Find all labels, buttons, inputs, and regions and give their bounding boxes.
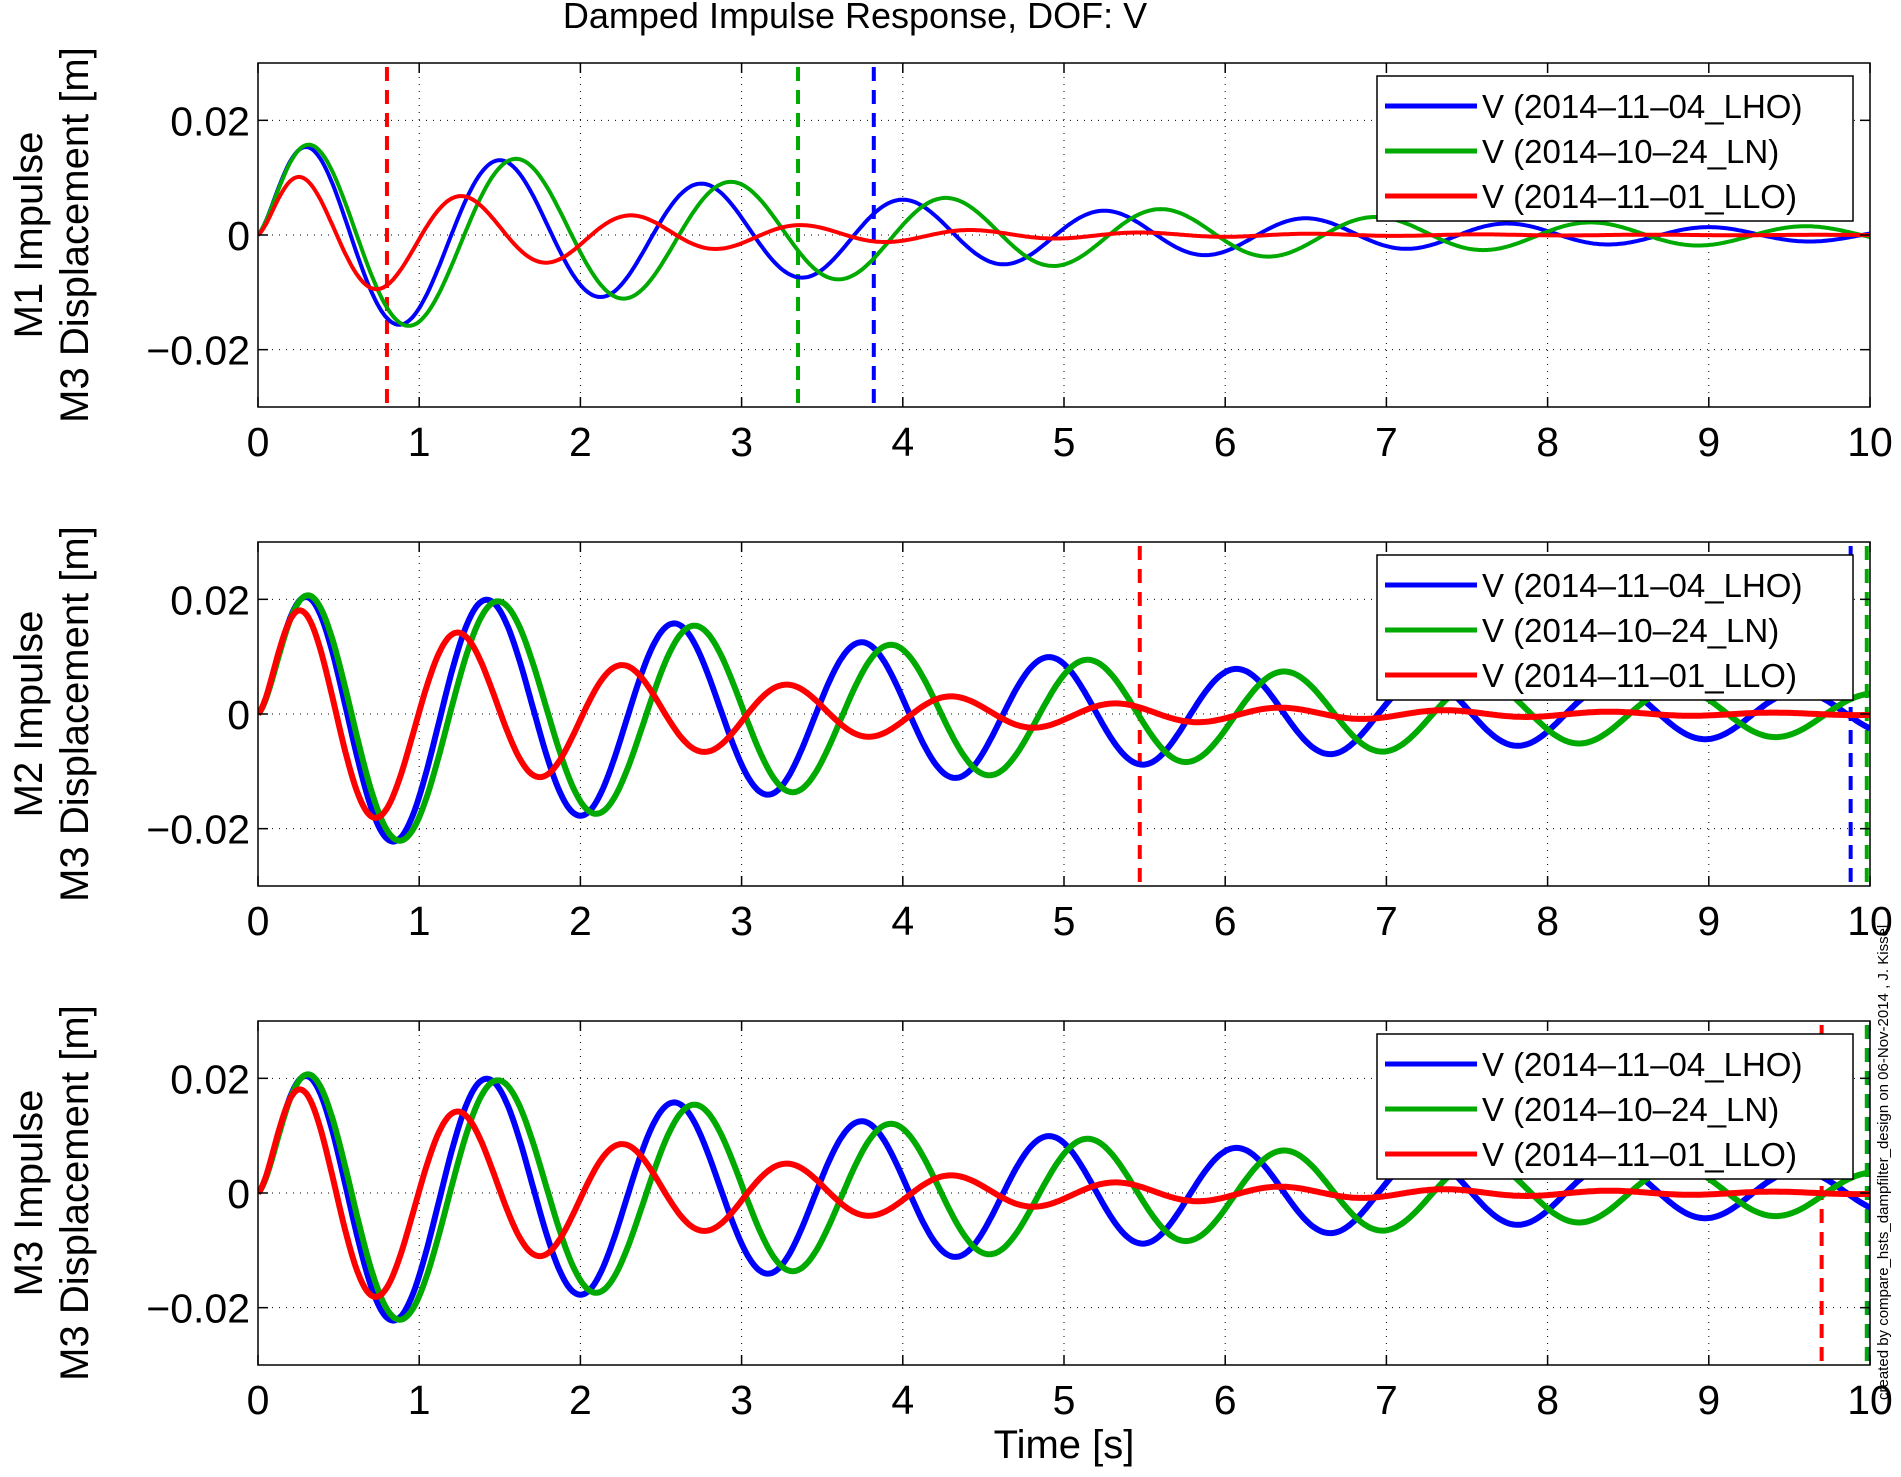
y-tick-label: 0 — [227, 692, 250, 738]
y-tick-label: 0.02 — [170, 1056, 250, 1102]
legend-label: V (2014–11–04_LHO) — [1482, 567, 1802, 604]
x-tick-label: 3 — [730, 419, 753, 465]
series-line-2 — [258, 142, 1870, 328]
series-line-3 — [258, 1086, 1870, 1300]
legend: V (2014–11–04_LHO) V (2014–10–24_LN) V (20… — [1376, 1033, 1854, 1180]
x-tick-label: 6 — [1214, 898, 1237, 944]
legend-label: V (2014–11–01_LLO) — [1482, 657, 1797, 694]
legend-label: V (2014–10–24_LN) — [1482, 133, 1779, 170]
x-tick-label: 9 — [1697, 419, 1720, 465]
x-tick-label: 8 — [1536, 419, 1559, 465]
x-tick-label: 10 — [1847, 898, 1893, 944]
x-tick-label: 1 — [408, 898, 431, 944]
plot-panel-2: 0 1 2 3 4 5 6 7 8 9 10 −0.02 0 0.02 M2 Impulse M3 Displ… — [7, 526, 1893, 944]
legend-label: V (2014–11–04_LHO) — [1482, 1046, 1802, 1083]
x-tick-label: 10 — [1847, 419, 1893, 465]
legend: V (2014–11–04_LHO) V (2014–10–24_LN) V (20… — [1376, 554, 1854, 701]
y-tick-label: −0.02 — [146, 807, 250, 853]
y-tick-label: 0 — [227, 1171, 250, 1217]
x-tick-label: 7 — [1375, 898, 1398, 944]
x-tick-label: 1 — [408, 1377, 431, 1423]
x-tick-label: 4 — [891, 1377, 914, 1423]
x-tick-label: 3 — [730, 1377, 753, 1423]
y-axis-label-line-2: M3 Displacement [m] — [53, 1005, 97, 1381]
plot-panel-1: 0 1 2 3 4 5 6 7 8 9 10 −0.02 0 0.02 M1 Impulse M3 Displ… — [7, 47, 1893, 465]
y-axis-label-line-1: M2 Impulse — [7, 611, 51, 818]
x-tick-label: 8 — [1536, 1377, 1559, 1423]
x-tick-label: 7 — [1375, 1377, 1398, 1423]
x-tick-label: 5 — [1053, 898, 1076, 944]
x-tick-label: 8 — [1536, 898, 1559, 944]
legend-label: V (2014–11–01_LLO) — [1482, 1136, 1797, 1173]
y-axis-label-line-1: M1 Impulse — [7, 132, 51, 339]
legend-label: V (2014–11–01_LLO) — [1482, 178, 1797, 215]
y-tick-label: 0 — [227, 213, 250, 259]
x-tick-label: 5 — [1053, 1377, 1076, 1423]
y-tick-label: −0.02 — [146, 328, 250, 374]
x-tick-label: 2 — [569, 1377, 592, 1423]
x-tick-label: 4 — [891, 419, 914, 465]
series-line-2 — [258, 1071, 1870, 1323]
series-line-3 — [258, 174, 1870, 292]
series-line-2 — [258, 592, 1870, 844]
x-tick-label: 10 — [1847, 1377, 1893, 1423]
y-axis-label-line-1: M3 Impulse — [7, 1090, 51, 1297]
x-tick-label: 6 — [1214, 419, 1237, 465]
figure-title: Damped Impulse Response, DOF: V — [563, 0, 1147, 36]
x-tick-label: 6 — [1214, 1377, 1237, 1423]
legend: V (2014–11–04_LHO) V (2014–10–24_LN) V (20… — [1376, 75, 1854, 222]
x-tick-label: 0 — [247, 1377, 270, 1423]
x-tick-label: 3 — [730, 898, 753, 944]
x-tick-label: 0 — [247, 898, 270, 944]
y-tick-label: −0.02 — [146, 1286, 250, 1332]
x-tick-label: 0 — [247, 419, 270, 465]
series-line-3 — [258, 607, 1870, 821]
y-tick-label: 0.02 — [170, 98, 250, 144]
x-tick-label: 2 — [569, 898, 592, 944]
x-tick-label: 5 — [1053, 419, 1076, 465]
x-tick-label: 9 — [1697, 898, 1720, 944]
x-tick-label: 7 — [1375, 419, 1398, 465]
x-tick-label: 2 — [569, 419, 592, 465]
series-line-1 — [258, 145, 1870, 327]
y-tick-label: 0.02 — [170, 577, 250, 623]
x-tick-label: 4 — [891, 898, 914, 944]
plot-panel-3: 0 1 2 3 4 5 6 7 8 9 10 −0.02 0 0.02 M3 Impulse M3 Displ… — [7, 1005, 1893, 1467]
x-tick-label: 9 — [1697, 1377, 1720, 1423]
y-axis-label-line-2: M3 Displacement [m] — [53, 47, 97, 423]
credit-text: created by compare_hsts_dampfilter_desig… — [1875, 925, 1892, 1400]
legend-label: V (2014–10–24_LN) — [1482, 612, 1779, 649]
x-tick-label: 1 — [408, 419, 431, 465]
legend-label: V (2014–10–24_LN) — [1482, 1091, 1779, 1128]
y-axis-label-line-2: M3 Displacement [m] — [53, 526, 97, 902]
x-axis-label: Time [s] — [994, 1423, 1135, 1467]
legend-label: V (2014–11–04_LHO) — [1482, 88, 1802, 125]
